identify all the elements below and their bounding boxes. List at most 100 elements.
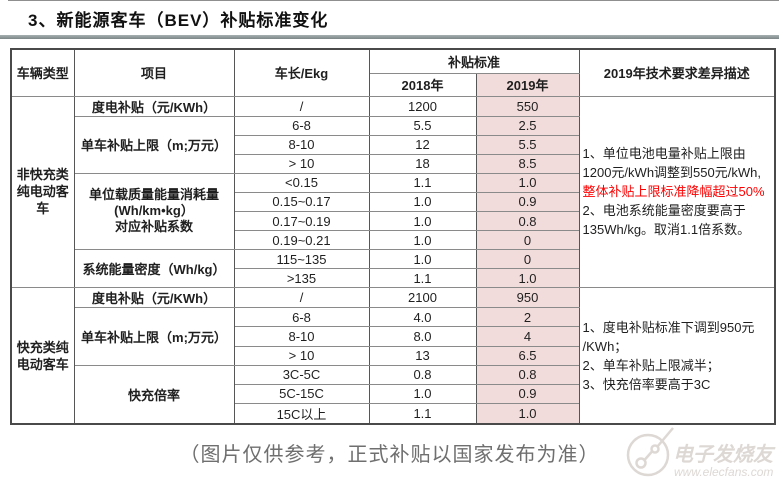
group2-item-danche: 单车补贴上限（m;万元） [73,307,235,366]
len-cell: 15C以上 [233,402,370,425]
table-row: >135 1.1 1.0 [11,268,775,289]
group1-type-cell: 非快充类纯电动客车 [10,95,75,289]
y2019-cell: 4 [475,326,580,347]
group2-desc-cell: 1、度电补贴标准下调到950元 /KWh； 2、单车补贴上限减半； 3、快充倍率… [578,287,776,425]
group1-item-dudian: 度电补贴（元/KWh） [73,95,235,117]
item-line: (Wh/km•kg） [114,203,194,219]
y2019-cell: 0.9 [475,383,580,404]
y2019-cell: 0.8 [475,364,580,385]
len-cell: 115~135 [233,249,370,270]
y2018-cell: 0.8 [368,364,477,385]
len-cell: 6-8 [233,307,370,328]
header-row-1: 车辆类型 项目 车长/Ekg 补贴标准 2019年技术要求差异描述 [10,48,776,97]
y2018-cell: 1.0 [368,191,477,212]
page-title: 3、新能源客车（BEV）补贴标准变化 [28,11,329,30]
len-cell: 8-10 [233,326,370,347]
group2-item-kuaichong: 快充倍率 [73,364,235,425]
len-cell: >135 [233,268,370,289]
page-top-divider [8,0,779,1]
title-underline-bar [0,35,779,39]
y2018-cell: 1200 [368,95,477,117]
y2018-cell: 12 [368,134,477,155]
table-row: 8-10 12 5.5 [11,134,775,155]
len-cell: 0.17~0.19 [233,210,370,232]
y2018-cell: 1.0 [368,383,477,404]
len-cell: 6-8 [233,115,370,136]
table-row: 单车补贴上限（m;万元） 6-8 5.5 2.5 [11,115,775,174]
len-cell: 8-10 [233,134,370,155]
desc-line: 1、度电补贴标准下调到950元 [582,319,755,335]
y2018-cell: 1.0 [368,210,477,232]
group1-item-xiaohao: 单位载质量能量消耗量 (Wh/km•kg） 对应补贴系数 [73,172,235,251]
table-row: 快充类纯电动客车 度电补贴（元/KWh） / 2100 950 1、度电补贴标准… [10,287,776,425]
y2019-cell: 6.5 [475,345,580,366]
len-cell: 3C-5C [233,364,370,385]
desc-line: 1200元/kWh调整到550元/kWh, [582,165,761,181]
y2018-cell: 18 [368,153,477,174]
elecfans-logo-icon: 电子发烧友 www.elecfans.com [626,427,776,479]
len-cell: > 10 [233,345,370,366]
table-row: 快充倍率 3C-5C 0.8 0.8 [11,364,775,425]
disclaimer-caption: （图片仅供参考，正式补贴以国家发布为准） [179,444,600,466]
group1-item-danche: 单车补贴上限（m;万元） [73,115,235,174]
len-cell: / [233,95,370,117]
item-line: 单位载质量能量消耗量 [88,187,219,203]
header-vehicle-type: 车辆类型 [10,48,75,97]
y2018-cell: 1.0 [368,230,477,251]
table-row: 0.15~0.17 1.0 0.9 [11,191,775,212]
table-row: 非快充类纯电动客车 度电补贴（元/KWh） / 1200 550 1、单位电池电… [10,95,776,289]
y2019-cell: 0.8 [475,210,580,232]
group1-desc-cell: 1、单位电池电量补贴上限由 1200元/kWh调整到550元/kWh, 整体补贴… [578,95,776,289]
group1-item-midu: 系统能量密度（Wh/kg） [73,249,235,289]
y2018-cell: 4.0 [368,307,477,328]
y2019-cell: 5.5 [475,134,580,155]
table-row: 0.19~0.21 1.0 0 [11,230,775,251]
y2018-cell: 1.1 [368,172,477,193]
y2019-cell: 1.0 [475,268,580,289]
table-row: 8-10 8.0 4 [11,326,775,347]
item-line: 对应补贴系数 [114,219,193,235]
y2018-cell: 1.1 [368,402,477,425]
len-cell: 0.19~0.21 [233,230,370,251]
desc-line: 3、快充倍率要高于3C [582,376,711,392]
y2018-cell: 8.0 [368,326,477,347]
y2019-cell: 0.9 [475,191,580,212]
table-row: 单车补贴上限（m;万元） 6-8 4.0 2 [11,307,775,366]
header-2019: 2019年 [475,72,580,97]
table-row: 15C以上 1.1 1.0 [11,402,775,425]
y2019-cell: 550 [475,95,580,117]
header-subsidy: 补贴标准 [368,48,580,74]
watermark-url-text: www.elecfans.com [674,465,773,479]
y2019-cell: 2.5 [475,115,580,136]
y2018-cell: 1.1 [368,268,477,289]
y2018-cell: 5.5 [368,115,477,136]
desc-line-red: 整体补贴上限标准降幅超过50% [582,184,765,200]
y2019-cell: 2 [475,307,580,328]
y2019-cell: 950 [475,287,580,309]
desc-line: 1、单位电池电量补贴上限由 [582,146,746,162]
desc-line: /KWh； [582,338,628,354]
desc-line: 2、电池系统能量密度要高于 [582,203,746,219]
table-row: 0.17~0.19 1.0 0.8 [11,210,775,232]
header-item: 项目 [73,48,235,97]
y2019-cell: 8.5 [475,153,580,174]
y2018-cell: 13 [368,345,477,366]
group2-type-cell: 快充类纯电动客车 [10,287,75,425]
header-2018: 2018年 [368,72,477,97]
y2019-cell: 1.0 [475,402,580,425]
y2019-cell: 1.0 [475,172,580,193]
len-cell: <0.15 [233,172,370,193]
y2019-cell: 0 [475,230,580,251]
len-cell: 5C-15C [233,383,370,404]
header-length: 车长/Ekg [233,48,370,97]
y2018-cell: 2100 [368,287,477,309]
elecfans-watermark: 电子发烧友 www.elecfans.com [621,424,779,481]
len-cell: > 10 [233,153,370,174]
table-row: 5C-15C 1.0 0.9 [11,383,775,404]
table-row: > 10 18 8.5 [11,153,775,174]
desc-line: 2、单车补贴上限减半； [582,357,720,373]
y2019-cell: 0 [475,249,580,270]
header-row-2: 2018年 2019年 [11,72,775,97]
len-cell: 0.15~0.17 [233,191,370,212]
header-desc: 2019年技术要求差异描述 [578,48,776,97]
